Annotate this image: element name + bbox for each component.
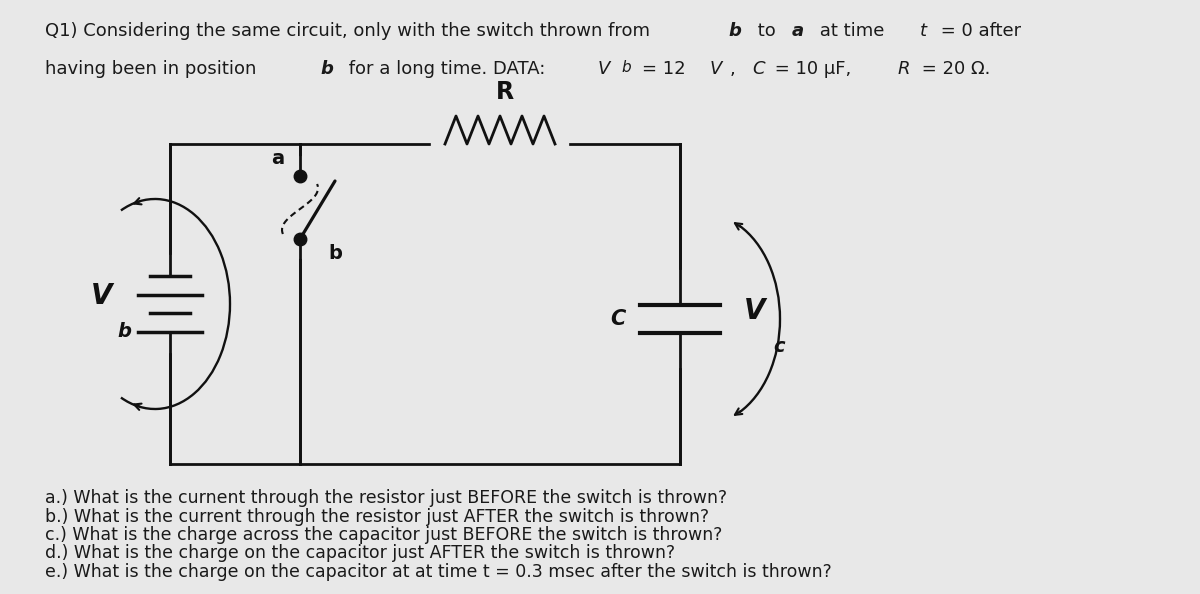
Text: V: V xyxy=(90,282,112,310)
Text: Q1) Considering the same circuit, only with the switch thrown from: Q1) Considering the same circuit, only w… xyxy=(46,22,655,40)
Text: = 12: = 12 xyxy=(642,60,691,78)
Text: for a long time. DATA:: for a long time. DATA: xyxy=(343,60,551,78)
Text: d.) What is the charge on the capacitor just AFTER the switch is thrown?: d.) What is the charge on the capacitor … xyxy=(46,545,676,563)
Text: b.) What is the current through the resistor just AFTER the switch is thrown?: b.) What is the current through the resi… xyxy=(46,507,709,526)
Text: C: C xyxy=(611,309,625,329)
Text: = 0 after: = 0 after xyxy=(940,22,1021,40)
Text: R: R xyxy=(898,60,911,78)
Text: having been in position: having been in position xyxy=(46,60,262,78)
Text: to: to xyxy=(752,22,781,40)
Text: c: c xyxy=(774,337,785,356)
Text: = 20 Ω.: = 20 Ω. xyxy=(920,60,990,78)
Text: V: V xyxy=(744,297,766,325)
Text: b: b xyxy=(328,244,342,263)
Text: b: b xyxy=(118,322,131,341)
Text: C: C xyxy=(752,60,764,78)
Text: V: V xyxy=(598,60,611,78)
Text: a: a xyxy=(271,149,284,168)
Text: b: b xyxy=(320,60,332,78)
Text: a: a xyxy=(792,22,804,40)
Text: b: b xyxy=(728,22,740,40)
Text: b: b xyxy=(622,60,631,75)
Text: c.) What is the charge across the capacitor just BEFORE the switch is thrown?: c.) What is the charge across the capaci… xyxy=(46,526,722,544)
Text: V: V xyxy=(710,60,722,78)
Text: e.) What is the charge on the capacitor at at time t = 0.3 msec after the switch: e.) What is the charge on the capacitor … xyxy=(46,563,832,581)
Text: at time: at time xyxy=(814,22,890,40)
Text: a.) What is the curnent through the resistor just BEFORE the switch is thrown?: a.) What is the curnent through the resi… xyxy=(46,489,727,507)
Text: R: R xyxy=(496,80,514,104)
Text: t: t xyxy=(920,22,926,40)
Text: ,: , xyxy=(730,60,742,78)
Text: = 10 μF,: = 10 μF, xyxy=(773,60,857,78)
